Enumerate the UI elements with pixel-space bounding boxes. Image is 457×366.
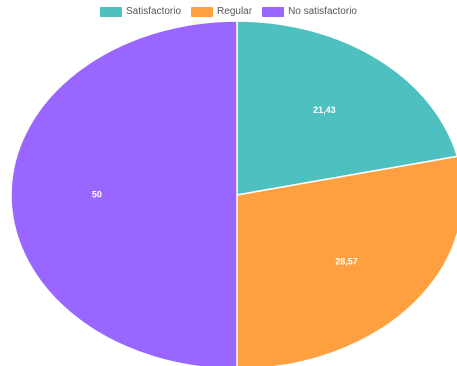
slice-data-label: 50 bbox=[92, 189, 102, 199]
legend-swatch bbox=[100, 6, 122, 17]
legend-label: Regular bbox=[217, 6, 253, 17]
legend-item[interactable]: Regular bbox=[191, 6, 252, 17]
legend-label: Satisfactorio bbox=[126, 6, 182, 17]
pie-slice[interactable] bbox=[236, 20, 457, 196]
legend-label: No satisfactorio bbox=[288, 6, 357, 17]
pie-slice[interactable] bbox=[10, 20, 238, 366]
legend: Satisfactorio Regular No satisfactorio bbox=[0, 6, 457, 17]
legend-item[interactable]: No satisfactorio bbox=[262, 6, 357, 17]
slice-data-label: 28,57 bbox=[335, 257, 358, 267]
legend-swatch bbox=[191, 6, 214, 17]
legend-item[interactable]: Satisfactorio bbox=[100, 6, 181, 17]
pie-slice[interactable] bbox=[236, 155, 457, 366]
slice-data-label: 21,43 bbox=[313, 105, 336, 115]
legend-swatch bbox=[262, 6, 285, 17]
